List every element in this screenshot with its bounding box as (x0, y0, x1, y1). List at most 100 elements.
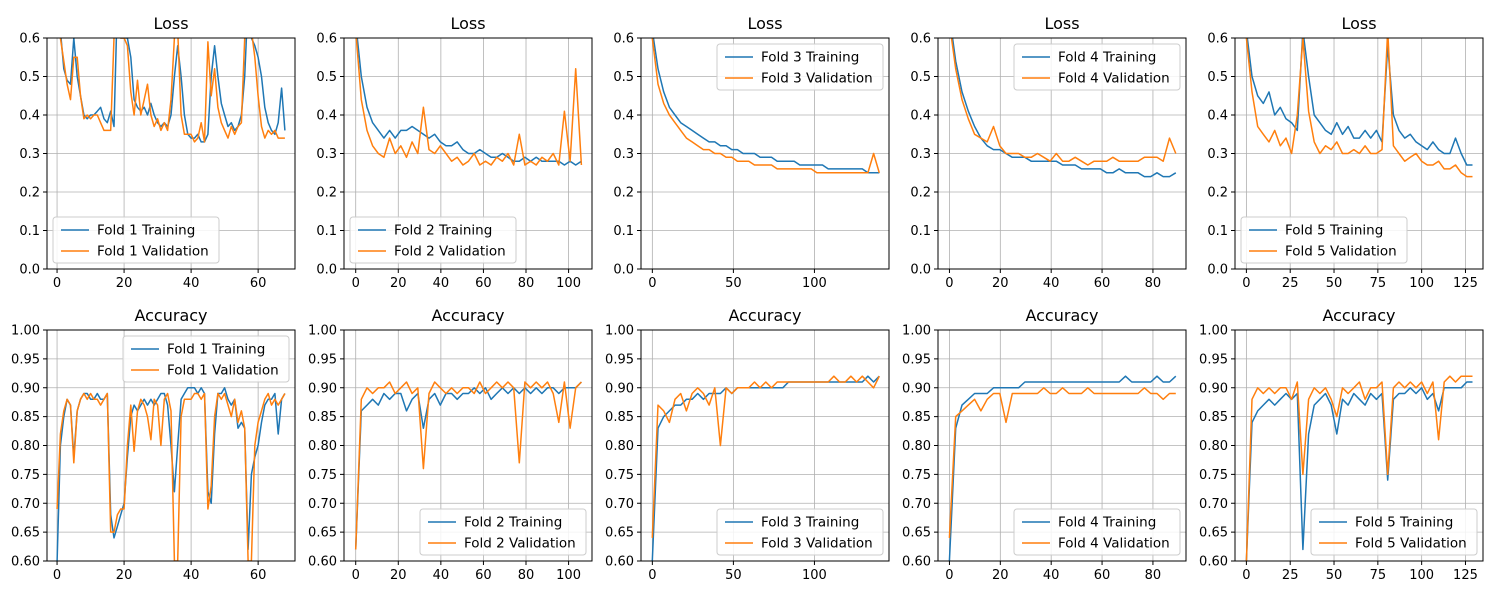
series-line-training (951, 38, 1177, 178)
y-tick-label: 0.75 (1199, 468, 1228, 483)
y-tick-label: 0.6 (613, 32, 634, 47)
legend-entry: Fold 1 Validation (97, 244, 209, 260)
legend-box (419, 508, 587, 556)
x-tick-label: 60 (475, 276, 492, 291)
y-tick-label: 0.95 (605, 352, 634, 367)
y-tick-label: 0.0 (19, 263, 40, 278)
legend-entry: Fold 3 Validation (761, 71, 873, 87)
legend: Fold 5 Training Fold 5 Validation (1310, 508, 1478, 556)
legend-entry: Fold 1 Training (167, 342, 265, 358)
y-tick-label: 0.4 (910, 109, 931, 124)
y-tick-label: 0.4 (613, 109, 634, 124)
x-tick-label: 20 (116, 276, 133, 291)
x-tick-label: 40 (183, 276, 200, 291)
y-tick-label: 0.6 (19, 32, 40, 47)
y-tick-label: 0.85 (1199, 410, 1228, 425)
x-tick-label: 125 (1453, 276, 1478, 291)
subplot-accuracy-fold-4: 0.60 0.65 0.70 0.75 0.80 0.85 0.90 0.95 1.00 0 20 4… (902, 306, 1187, 583)
y-tick-label: 0.80 (308, 439, 337, 454)
y-tick-label: 0.1 (1207, 224, 1228, 239)
legend-entry: Fold 2 Validation (394, 244, 506, 260)
legend-entry: Fold 1 Training (97, 223, 195, 239)
series-line-validation (1245, 375, 1473, 561)
legend-entry: Fold 3 Training (761, 515, 859, 531)
y-tick-label: 1.00 (1199, 324, 1228, 339)
y-tick-label: 0.2 (316, 186, 337, 201)
y-tick-label: 0.0 (316, 263, 337, 278)
series-line-training (1246, 38, 1473, 166)
y-tick-label: 0.4 (1207, 109, 1228, 124)
x-tick-label: 0 (945, 276, 953, 291)
y-tick-label: 0.2 (910, 186, 931, 201)
legend: Fold 3 Training Fold 3 Validation (716, 508, 884, 556)
y-tick-label: 0.95 (11, 352, 40, 367)
y-tick-label: 0.65 (1199, 526, 1228, 541)
y-tick-label: 0.75 (308, 468, 337, 483)
legend-box (1310, 508, 1478, 556)
x-tick-label: 60 (1094, 276, 1111, 291)
subplot-title: Loss (1341, 14, 1376, 33)
series-line-validation (354, 381, 582, 550)
series-line-validation (1245, 38, 1473, 178)
y-tick-label: 0.70 (308, 497, 337, 512)
series-line-training (652, 38, 880, 174)
x-tick-label: 40 (1043, 276, 1060, 291)
y-tick-label: 1.00 (902, 324, 931, 339)
x-tick-label: 20 (390, 568, 407, 583)
legend-entry: Fold 2 Training (464, 515, 562, 531)
y-tick-label: 0.65 (11, 526, 40, 541)
x-tick-label: 80 (1145, 568, 1162, 583)
legend-entry: Fold 4 Training (1058, 515, 1156, 531)
y-tick-label: 0.85 (902, 410, 931, 425)
x-tick-label: 100 (1409, 568, 1434, 583)
subplot-title: Loss (153, 14, 188, 33)
x-tick-label: 0 (945, 568, 953, 583)
y-tick-label: 0.4 (19, 109, 40, 124)
y-tick-label: 0.90 (1199, 381, 1228, 396)
legend-box (1013, 508, 1181, 556)
y-tick-label: 0.75 (902, 468, 931, 483)
subplot-title: Accuracy (1322, 306, 1395, 325)
legend-box (52, 216, 220, 264)
series-line-training (948, 375, 1177, 561)
legend-entry: Fold 2 Validation (464, 536, 576, 552)
y-tick-label: 0.60 (1199, 555, 1228, 570)
y-tick-label: 0.80 (902, 439, 931, 454)
x-tick-label: 40 (433, 568, 450, 583)
x-tick-label: 20 (992, 568, 1009, 583)
y-tick-label: 0.90 (605, 381, 634, 396)
x-tick-label: 0 (1242, 276, 1250, 291)
legend: Fold 2 Training Fold 2 Validation (419, 508, 587, 556)
subplot-loss-fold-4: 0.0 0.1 0.2 0.3 0.4 0.5 0.6 0 20 40 60 80 Loss Fold 4… (910, 14, 1187, 291)
x-tick-label: 100 (802, 276, 827, 291)
x-tick-label: 75 (1370, 276, 1387, 291)
x-tick-label: 0 (53, 568, 61, 583)
x-tick-label: 60 (1094, 568, 1111, 583)
y-tick-label: 0.2 (19, 186, 40, 201)
y-tick-label: 0.6 (1207, 32, 1228, 47)
x-tick-label: 20 (390, 276, 407, 291)
y-tick-label: 0.4 (316, 109, 337, 124)
x-tick-label: 40 (1043, 568, 1060, 583)
y-tick-label: 0.1 (910, 224, 931, 239)
y-tick-label: 0.0 (613, 263, 634, 278)
x-tick-label: 0 (648, 276, 656, 291)
subplot-loss-fold-5: 0.0 0.1 0.2 0.3 0.4 0.5 0.6 0 25 50 75 100 125 Loss Fo… (1207, 14, 1484, 291)
y-tick-label: 0.5 (316, 70, 337, 85)
y-tick-label: 0.0 (1207, 263, 1228, 278)
legend-entry: Fold 4 Validation (1058, 71, 1170, 87)
x-tick-label: 50 (725, 276, 742, 291)
subplot-title: Accuracy (431, 306, 504, 325)
y-tick-label: 0.5 (1207, 70, 1228, 85)
x-tick-label: 20 (992, 276, 1009, 291)
subplot-accuracy-fold-2: 0.60 0.65 0.70 0.75 0.80 0.85 0.90 0.95 1.00 0 20 4… (308, 306, 593, 583)
x-tick-label: 80 (1145, 276, 1162, 291)
x-tick-label: 0 (352, 568, 360, 583)
x-tick-label: 60 (250, 276, 267, 291)
x-tick-label: 100 (802, 568, 827, 583)
legend-entry: Fold 4 Validation (1058, 536, 1170, 552)
series-line-training (354, 381, 582, 550)
subplot-accuracy-fold-3: 0.60 0.65 0.70 0.75 0.80 0.85 0.90 0.95 1.00 0 50 1… (605, 306, 890, 583)
y-tick-label: 0.5 (910, 70, 931, 85)
y-tick-label: 1.00 (605, 324, 634, 339)
